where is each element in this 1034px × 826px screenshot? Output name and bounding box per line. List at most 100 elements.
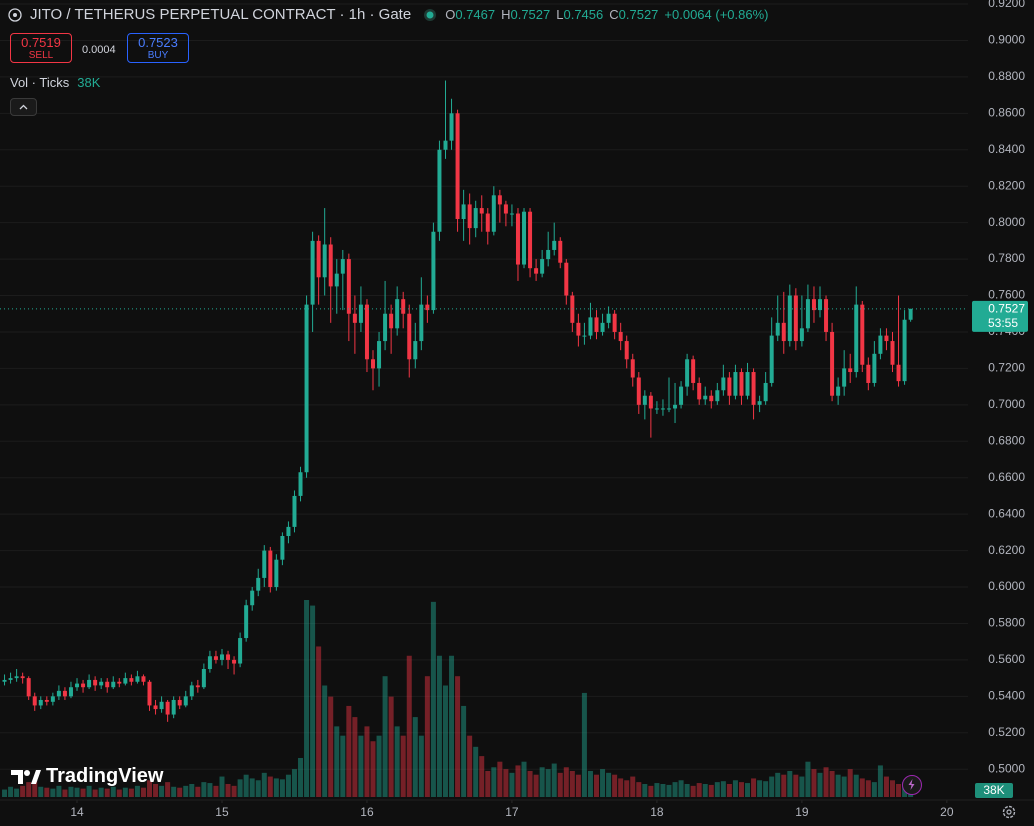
candle-body: [715, 390, 720, 402]
volume-legend-value: 38K: [77, 75, 101, 90]
y-tick-label: 0.5600: [988, 652, 1025, 666]
x-tick-label: 16: [360, 805, 374, 819]
y-tick-label: 0.6000: [988, 579, 1025, 593]
volume-bar: [430, 601, 436, 797]
volume-bar: [20, 785, 26, 797]
volume-bar: [678, 780, 684, 797]
volume-bar: [763, 781, 769, 797]
candle-body: [630, 359, 635, 378]
candle-body: [491, 195, 496, 232]
y-tick-label: 0.5400: [988, 689, 1025, 703]
volume-bar: [44, 787, 50, 797]
candle-body: [552, 240, 557, 250]
volume-bar: [829, 770, 835, 797]
y-tick-label: 0.7200: [988, 361, 1025, 375]
volume-bar: [243, 774, 249, 797]
candle-body: [503, 204, 508, 214]
sell-price: 0.7519: [21, 35, 61, 50]
y-tick-label: 0.7800: [988, 251, 1025, 265]
x-tick-label: 14: [70, 805, 84, 819]
last-price-tag: [972, 300, 1028, 332]
candle-body: [642, 395, 647, 405]
ohlc-values: O0.7467 H0.7527 L0.7456 C0.7527 +0.0064 …: [445, 7, 768, 22]
volume-bar: [889, 780, 895, 797]
ohlc-key: C: [609, 7, 619, 22]
candle-body: [546, 249, 551, 260]
candle-body: [467, 204, 472, 229]
buy-label: BUY: [147, 50, 169, 61]
volume-bar: [418, 735, 424, 797]
volume-bar: [732, 780, 738, 797]
volume-bar: [213, 785, 219, 797]
volume-bar: [539, 767, 545, 797]
candle-body: [884, 335, 889, 342]
volume-bar: [835, 774, 841, 797]
settings-icon[interactable]: [1001, 804, 1017, 825]
buy-price: 0.7523: [138, 35, 178, 50]
candle-body: [509, 213, 514, 215]
candle-body: [141, 676, 146, 682]
candle-body: [14, 676, 19, 679]
volume-bar: [660, 783, 666, 797]
candle-body: [721, 377, 726, 391]
volume-bar: [569, 770, 575, 797]
candle-body: [123, 678, 128, 684]
volume-bar: [612, 774, 618, 797]
candle-body: [534, 268, 539, 274]
volume-bar: [104, 788, 110, 797]
volume-bar: [781, 774, 787, 797]
volume-bar: [865, 780, 871, 797]
candle-body: [219, 654, 224, 660]
candle-body: [691, 359, 696, 383]
volume-bar: [134, 785, 140, 797]
volume-bar: [684, 783, 690, 797]
volume-bar: [823, 767, 829, 797]
spread: 0.0004: [82, 44, 116, 56]
candle-body: [564, 262, 569, 296]
candle-body: [117, 681, 122, 684]
volume-bar: [291, 769, 297, 797]
candle-body: [872, 353, 877, 383]
symbol-title[interactable]: JITO / TETHERUS PERPETUAL CONTRACT · 1h …: [30, 6, 412, 23]
volume-bar: [62, 789, 68, 797]
volume-bar: [467, 735, 473, 797]
candle-body: [908, 308, 913, 320]
alert-icon[interactable]: [902, 775, 922, 795]
candle-body: [153, 705, 158, 710]
buy-button[interactable]: 0.7523 BUY: [127, 33, 189, 63]
volume-bar: [442, 685, 448, 797]
volume-bar: [279, 779, 285, 797]
y-tick-label: 0.8200: [988, 178, 1025, 192]
volume-bar: [195, 786, 201, 797]
volume-bar: [654, 783, 660, 797]
candle-body: [606, 313, 611, 323]
volume-bar: [424, 676, 430, 797]
candle-body: [304, 304, 309, 473]
volume-bar: [159, 785, 165, 797]
ohlc-value: 0.7527: [510, 7, 551, 22]
volume-bar: [618, 778, 624, 797]
volume-bar: [545, 769, 551, 797]
volume-bar: [231, 785, 237, 797]
collapse-button[interactable]: [10, 98, 37, 116]
volume-bar: [304, 600, 310, 797]
candle-body: [751, 372, 756, 405]
volume-bar: [110, 786, 116, 797]
sell-button[interactable]: 0.7519 SELL: [10, 33, 72, 63]
change: +0.0064 (+0.86%): [664, 7, 769, 22]
volume-bar: [298, 757, 304, 797]
volume-bar: [527, 770, 533, 797]
volume-bar: [388, 696, 394, 797]
x-tick-label: 15: [215, 805, 229, 819]
candle-body: [824, 299, 829, 332]
candle-body: [673, 404, 678, 409]
volume-bar: [50, 788, 56, 797]
volume-bar: [219, 776, 225, 797]
candle-body: [757, 401, 762, 405]
volume-bar: [557, 772, 563, 797]
volume-legend: Vol · Ticks 38K: [10, 75, 100, 90]
volume-bar: [859, 778, 865, 797]
volume-bar: [153, 783, 159, 797]
volume-bar: [696, 783, 702, 797]
candle-body: [781, 322, 786, 342]
